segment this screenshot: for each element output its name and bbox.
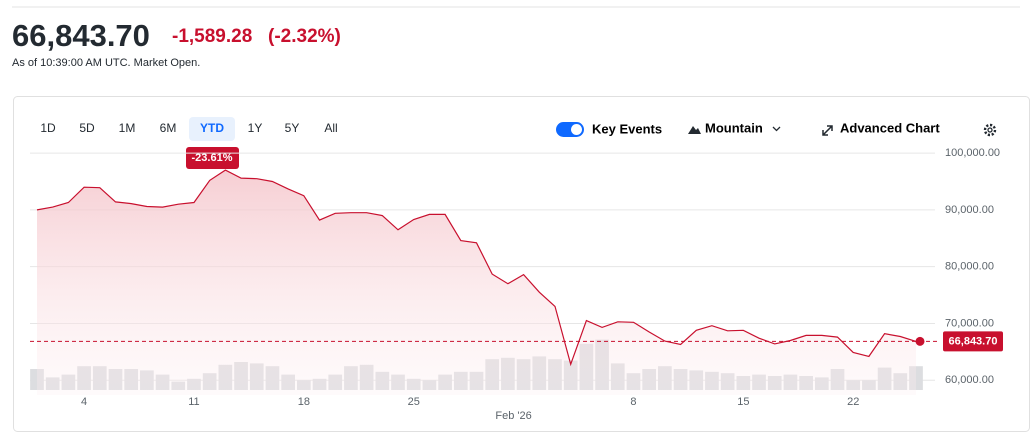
price: 66,843.70 [12,18,150,53]
x-tick-label: 22 [847,396,859,408]
x-tick-label: 4 [81,396,87,408]
x-tick-label: 8 [630,396,636,408]
x-tick-label: 11 [188,396,199,408]
chevron[interactable] [772,126,781,132]
y-tick-label: 60,000.00 [945,374,994,386]
range-button[interactable]: 1Y [248,121,263,135]
plot: 60,000.00 70,000.00 80,000.00 90,000.00 100,… [30,147,1003,422]
gear-teeth [983,123,997,137]
change-pct: (-2.32%) [268,26,341,47]
advanced-chart[interactable]: Advanced Chart [840,120,940,135]
range-button[interactable]: 5D [79,121,95,135]
price-line [36,169,917,367]
range-change-badge [186,147,239,169]
last-price-label: 66,843.70 [949,335,998,347]
x-tick-label: 25 [408,396,420,408]
toggle-knob [571,124,582,135]
expand-icon[interactable] [822,125,833,136]
range-button[interactable]: YTD [200,121,224,135]
chart-card [13,96,1030,432]
range-button[interactable]: 1M [119,121,136,135]
last-point [915,336,925,346]
last-price-badge [943,331,1003,352]
gear-hub [987,127,993,133]
as-of: As of 10:39:00 AM UTC. Market Open. [12,57,200,69]
range-button[interactable]: 6M [160,121,177,135]
settings-gear[interactable] [983,123,997,137]
x-tick-label: Feb '26 [495,410,531,422]
range-change: -23.61% [192,152,233,164]
mountain-icon[interactable] [688,126,701,134]
range-selector: 1D 5D 1M 6M YTD 1Y 5Y All [40,117,338,141]
range-button[interactable]: All [324,121,337,135]
key-events-label[interactable]: Key Events [592,121,662,136]
range-button[interactable]: 5Y [285,121,300,135]
y-tick-label: 90,000.00 [945,204,994,216]
key-events-toggle[interactable] [556,122,584,137]
change: -1,589.28 [172,26,252,47]
range-selected-bg [189,117,235,141]
x-tick-label: 18 [298,396,310,408]
range-button[interactable]: 1D [40,121,56,135]
x-tick-label: 15 [737,396,749,408]
area-fill [37,170,916,395]
y-tick-label: 100,000.00 [945,147,1000,159]
chart-style[interactable]: Mountain [705,120,763,135]
y-tick-label: 80,000.00 [945,261,994,273]
y-tick-label: 70,000.00 [945,317,994,329]
